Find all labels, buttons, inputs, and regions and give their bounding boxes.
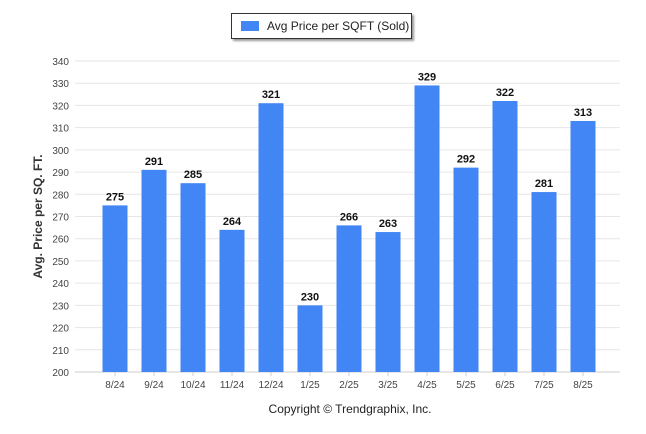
x-tick-label: 8/25 xyxy=(573,380,593,391)
data-label: 266 xyxy=(340,211,358,223)
y-tick-label: 280 xyxy=(52,190,69,201)
y-tick-label: 270 xyxy=(52,213,69,224)
y-tick-label: 230 xyxy=(52,301,69,312)
bar xyxy=(141,169,167,372)
bar xyxy=(375,232,401,372)
legend-swatch xyxy=(241,21,259,31)
x-tick-label: 7/25 xyxy=(534,380,554,391)
y-tick-label: 300 xyxy=(52,146,69,157)
data-label: 264 xyxy=(223,216,242,228)
data-label: 263 xyxy=(379,218,397,230)
x-tick-label: 8/24 xyxy=(105,380,125,391)
data-label: 291 xyxy=(145,156,163,168)
bar xyxy=(453,167,479,372)
data-label: 292 xyxy=(457,154,475,166)
bar xyxy=(531,192,557,372)
bar xyxy=(180,183,206,372)
y-tick-label: 260 xyxy=(52,235,69,246)
bar xyxy=(297,305,323,372)
y-tick-label: 200 xyxy=(52,368,69,379)
data-label: 275 xyxy=(106,191,124,203)
y-tick-label: 310 xyxy=(52,124,69,135)
bar xyxy=(414,85,440,372)
data-label: 321 xyxy=(262,89,280,101)
y-tick-label: 220 xyxy=(52,324,69,335)
y-tick-label: 320 xyxy=(52,101,69,112)
data-label: 313 xyxy=(574,107,592,119)
data-label: 329 xyxy=(418,71,436,83)
x-tick-label: 6/25 xyxy=(495,380,515,391)
y-tick-label: 290 xyxy=(52,168,69,179)
y-tick-label: 250 xyxy=(52,257,69,268)
legend-label: Avg Price per SQFT (Sold) xyxy=(267,19,410,33)
x-tick-label: 2/25 xyxy=(339,380,359,391)
data-label: 230 xyxy=(301,291,319,303)
data-label: 281 xyxy=(535,178,553,190)
copyright-text: Copyright © Trendgraphix, Inc. xyxy=(268,402,432,416)
y-tick-label: 330 xyxy=(52,79,69,90)
bar xyxy=(219,229,245,372)
y-axis-label: Avg. Price per SQ. FT. xyxy=(31,154,45,278)
x-tick-label: 12/24 xyxy=(258,380,283,391)
x-tick-label: 3/25 xyxy=(378,380,398,391)
data-label: 322 xyxy=(496,87,514,99)
bar xyxy=(102,205,128,372)
x-tick-label: 4/25 xyxy=(417,380,437,391)
y-tick-label: 340 xyxy=(52,57,69,68)
bar xyxy=(492,100,518,372)
bar xyxy=(336,225,362,372)
y-tick-label: 240 xyxy=(52,279,69,290)
data-label: 285 xyxy=(184,169,202,181)
x-tick-label: 10/24 xyxy=(180,380,205,391)
bar xyxy=(258,103,284,372)
x-tick-label: 1/25 xyxy=(300,380,320,391)
x-tick-label: 5/25 xyxy=(456,380,476,391)
x-tick-label: 11/24 xyxy=(220,380,245,391)
bar xyxy=(570,120,596,372)
legend: Avg Price per SQFT (Sold) xyxy=(231,13,412,39)
y-tick-label: 210 xyxy=(52,346,69,357)
x-tick-label: 9/24 xyxy=(144,380,164,391)
